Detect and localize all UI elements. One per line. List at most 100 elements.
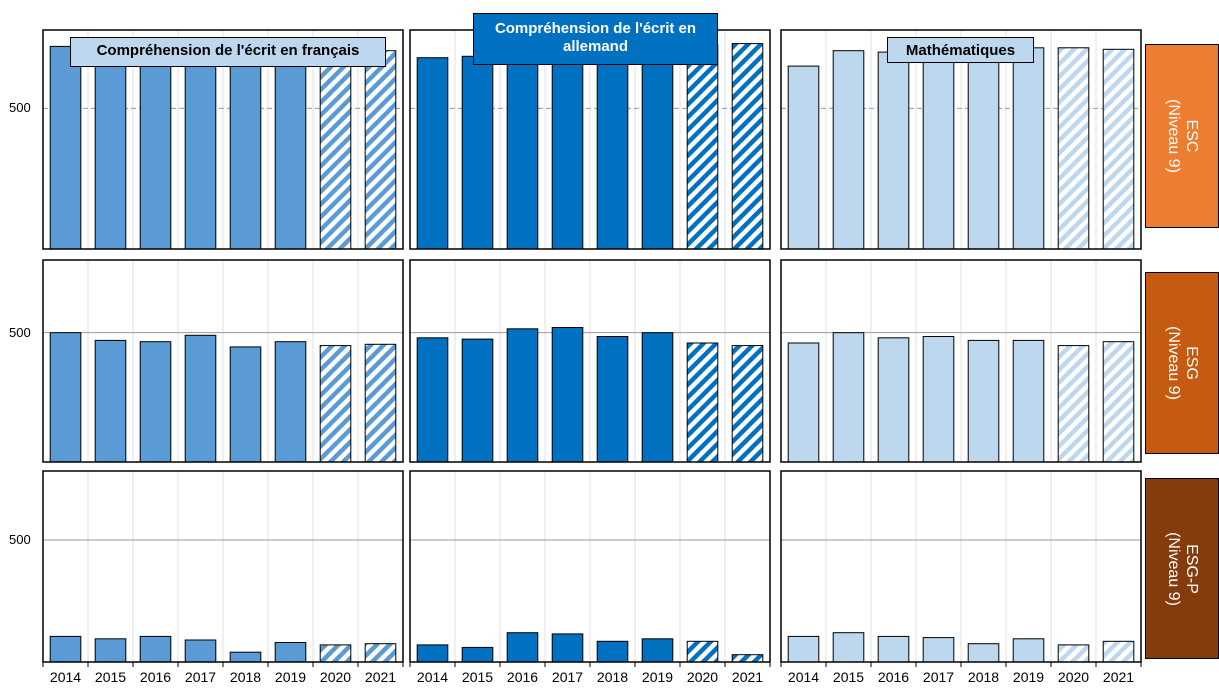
x-tick-label: 2016	[139, 669, 172, 685]
bar-2016	[877, 51, 910, 250]
bar-2014	[49, 332, 82, 463]
bar-2014	[787, 635, 820, 663]
panel-title-1: Compréhension de l'écrit en allemand	[473, 13, 718, 65]
bar-2016	[139, 341, 172, 463]
bar-2017	[922, 50, 955, 250]
panel-frame	[42, 259, 404, 463]
bar-2020	[1057, 345, 1090, 463]
row-label-line1: ESC	[1183, 119, 1200, 153]
bar-2014	[416, 644, 449, 663]
bar-2015	[461, 338, 494, 463]
bar-2018	[229, 346, 262, 463]
bar-2014	[49, 635, 82, 663]
bar-2019	[274, 341, 307, 463]
x-tick-label: 2021	[1102, 669, 1135, 685]
row-label-line2: (Niveau 9)	[1165, 99, 1182, 173]
x-tick-label: 2019	[641, 669, 674, 685]
panel-title-2: Mathématiques	[887, 37, 1034, 63]
bar-2018	[967, 339, 1000, 463]
bar-2016	[877, 337, 910, 463]
x-tick-label: 2015	[94, 669, 127, 685]
bar-2015	[832, 332, 865, 463]
x-tick-label: 2016	[877, 669, 910, 685]
x-tick-label: 2021	[364, 669, 397, 685]
bar-2019	[641, 43, 674, 250]
bar-2017	[551, 327, 584, 463]
x-tick-label: 2017	[184, 669, 217, 685]
panel-title-line: Mathématiques	[905, 42, 1016, 59]
bar-2018	[229, 55, 262, 250]
y-tick-label: 500	[9, 324, 31, 340]
panel-title-line: Compréhension de l'écrit en	[494, 20, 697, 37]
y-tick-label: 500	[9, 100, 31, 116]
bar-2021	[364, 343, 397, 463]
bar-2015	[461, 646, 494, 663]
y-tick-label: 500	[9, 532, 31, 547]
bar-2018	[967, 643, 1000, 663]
panel-frame	[780, 29, 1142, 250]
bar-2019	[274, 62, 307, 250]
x-tick-label: 2019	[1012, 669, 1045, 685]
panel-frame	[409, 259, 771, 463]
frame-layer	[42, 29, 1142, 667]
panel-frame	[780, 259, 1142, 463]
row-label-esg-p: ESG-P (Niveau 9)	[1145, 478, 1219, 659]
bar-2020	[686, 640, 719, 663]
bar-2021	[364, 643, 397, 663]
x-tick-label: 2018	[229, 669, 262, 685]
bar-2020	[319, 50, 352, 250]
bar-2018	[596, 640, 629, 663]
bar-2014	[49, 45, 82, 250]
bar-2016	[139, 55, 172, 250]
x-tick-label: 2021	[731, 669, 764, 685]
bar-2017	[551, 43, 584, 250]
panel-title-0: Compréhension de l'écrit en français	[70, 37, 386, 67]
bar-2017	[184, 334, 217, 463]
bar-2018	[596, 336, 629, 463]
bar-2016	[506, 632, 539, 663]
bar-2018	[967, 48, 1000, 250]
bar-2017	[922, 637, 955, 663]
bar-2017	[184, 639, 217, 663]
bar-2014	[787, 342, 820, 463]
row-label-line1: ESG-P	[1183, 543, 1200, 594]
bar-2015	[94, 51, 127, 250]
bar-2015	[94, 339, 127, 463]
bar-2014	[416, 337, 449, 463]
row-label-line2: (Niveau 9)	[1165, 326, 1182, 400]
panel-title-line: allemand	[562, 38, 629, 55]
bar-2020	[686, 44, 719, 250]
x-tick-label: 2017	[551, 669, 584, 685]
bar-2016	[139, 635, 172, 663]
bar-2021	[731, 345, 764, 463]
bar-2021	[1102, 640, 1135, 663]
bar-2018	[596, 45, 629, 250]
bar-2019	[641, 332, 674, 463]
x-tick-label: 2015	[832, 669, 865, 685]
x-tick-label: 2018	[596, 669, 629, 685]
bar-2015	[832, 632, 865, 663]
bar-2020	[319, 644, 352, 663]
x-tick-label: 2020	[319, 669, 352, 685]
bar-2016	[506, 44, 539, 250]
row-label-esc: ESC (Niveau 9)	[1145, 44, 1219, 228]
bar-2019	[274, 642, 307, 663]
row-label-esg: ESG (Niveau 9)	[1145, 272, 1219, 454]
bar-2020	[1057, 644, 1090, 663]
bar-2019	[1012, 47, 1045, 250]
bar-layer	[49, 43, 1135, 663]
bar-2014	[416, 57, 449, 250]
bar-2019	[641, 638, 674, 663]
x-tick-label: 2019	[274, 669, 307, 685]
row-label-text: ESG-P (Niveau 9)	[1164, 494, 1200, 644]
x-tick-label: 2020	[686, 669, 719, 685]
bar-2020	[319, 345, 352, 463]
row-label-line2: (Niveau 9)	[1165, 531, 1182, 606]
panel-title-line: Compréhension de l'écrit en français	[96, 42, 360, 59]
bar-2021	[1102, 48, 1135, 250]
bar-2016	[506, 328, 539, 463]
x-tick-label: 2015	[461, 669, 494, 685]
bar-2016	[877, 635, 910, 663]
bar-2019	[1012, 638, 1045, 663]
